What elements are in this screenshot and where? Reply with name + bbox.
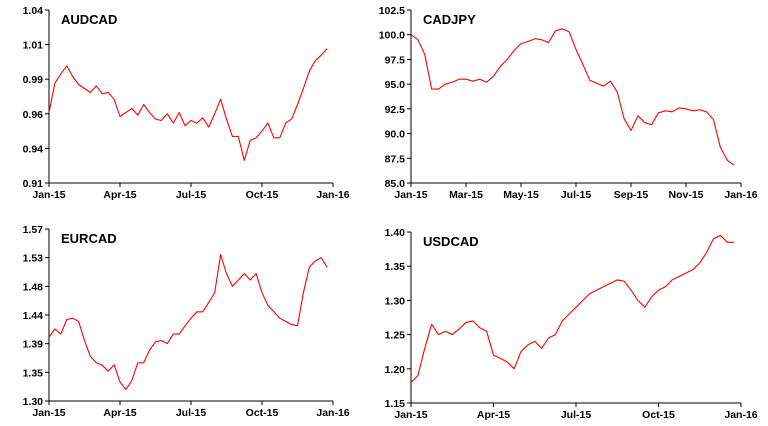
- x-tick-label: Jul-15: [176, 407, 207, 419]
- y-tick-label: 1.04: [23, 5, 44, 17]
- y-tick-label: 1.39: [23, 339, 44, 351]
- x-tick-label: Sep-15: [614, 189, 649, 201]
- y-tick-label: 97.5: [385, 54, 406, 66]
- y-tick-label: 1.30: [23, 396, 44, 408]
- y-tick-label: 1.53: [23, 253, 44, 265]
- y-tick-label: 1.35: [23, 367, 44, 379]
- y-tick-label: 1.35: [385, 261, 406, 273]
- x-tick-label: Apr-15: [477, 409, 510, 421]
- x-tick-label: Oct-15: [246, 407, 279, 419]
- y-tick-label: 1.30: [385, 295, 406, 307]
- x-tick-label: Jan-16: [316, 189, 349, 201]
- x-tick-label: Oct-15: [642, 409, 675, 421]
- y-tick-label: 90.0: [385, 129, 406, 141]
- x-tick-label: Jan-16: [724, 189, 757, 201]
- chart-title: AUDCAD: [61, 12, 117, 27]
- x-tick-label: Jan-15: [32, 189, 65, 201]
- y-tick-label: 0.91: [23, 178, 44, 190]
- y-tick-label: 1.48: [23, 281, 44, 293]
- y-tick-label: 95.0: [385, 79, 406, 91]
- x-tick-label: Apr-15: [103, 407, 136, 419]
- chart-panel-1: 85.0 87.5 90.0 92.5 95.0 97.5 100.0 102.5 Jan-15…: [379, 5, 758, 201]
- x-tick-label: Jul-15: [561, 409, 592, 421]
- x-tick-label: Oct-15: [246, 189, 279, 201]
- chart-panel-3: 1.15 1.20 1.25 1.30 1.35 1.40 Jan-15 Apr-15 Jul-…: [385, 227, 758, 421]
- y-tick-label: 1.40: [385, 227, 406, 239]
- y-tick-label: 0.99: [23, 74, 44, 86]
- y-tick-label: 85.0: [385, 178, 406, 190]
- x-tick-label: Apr-15: [103, 189, 136, 201]
- x-tick-label: May-15: [503, 189, 539, 201]
- series-line-0: [410, 234, 735, 383]
- x-tick-label: Jul-15: [176, 189, 207, 201]
- y-tick-label: 87.5: [385, 153, 406, 165]
- y-tick-label: 0.94: [23, 143, 44, 155]
- chart-title: USDCAD: [423, 234, 479, 249]
- chart-title: CADJPY: [423, 12, 476, 27]
- x-tick-label: Jan-15: [394, 409, 427, 421]
- series-line-0: [48, 48, 328, 161]
- y-tick-label: 1.15: [385, 398, 406, 410]
- chart-panel-2: 1.30 1.35 1.39 1.44 1.48 1.53 1.57 Jan-15 Apr-15…: [23, 224, 350, 419]
- x-tick-label: Mar-15: [449, 189, 483, 201]
- y-tick-label: 102.5: [379, 5, 405, 17]
- chart-title: EURCAD: [61, 231, 117, 246]
- x-tick-label: Jan-15: [32, 407, 65, 419]
- x-tick-label: Jan-15: [394, 189, 427, 201]
- x-tick-label: Jan-16: [316, 407, 349, 419]
- series-line-0: [410, 28, 735, 166]
- y-tick-label: 0.96: [23, 109, 44, 121]
- y-tick-label: 1.44: [23, 310, 44, 322]
- x-tick-label: Jan-16: [724, 409, 757, 421]
- chart-panel-0: 0.91 0.94 0.96 0.99 1.01 1.04 Jan-15 Apr-15 Jul-…: [23, 5, 350, 201]
- y-tick-label: 1.25: [385, 330, 406, 342]
- x-tick-label: Jul-15: [561, 189, 592, 201]
- y-tick-label: 92.5: [385, 104, 406, 116]
- y-tick-label: 1.20: [385, 364, 406, 376]
- y-tick-label: 1.57: [23, 224, 44, 236]
- y-tick-label: 1.01: [23, 40, 44, 52]
- series-line-0: [48, 253, 328, 391]
- x-tick-label: Nov-15: [668, 189, 703, 201]
- y-tick-label: 100.0: [379, 30, 405, 42]
